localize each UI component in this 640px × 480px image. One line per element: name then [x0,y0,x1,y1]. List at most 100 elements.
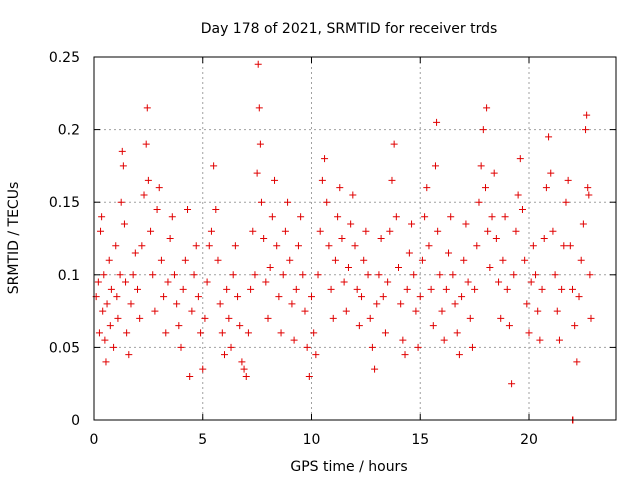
data-point [157,256,165,264]
data-point [147,227,155,235]
data-point [177,343,185,351]
data-point [464,278,472,286]
data-point [586,271,594,279]
data-point [255,104,263,112]
data-point [532,271,540,279]
data-point [94,278,102,286]
data-point [251,271,259,279]
data-point [123,329,131,337]
data-point [155,184,163,192]
data-point [98,213,106,221]
data-point [266,264,274,272]
data-point [122,278,130,286]
data-point [388,176,396,184]
data-point [118,147,126,155]
data-point [584,184,592,192]
y-tick-label: 0.2 [58,123,80,139]
data-point [542,184,550,192]
data-point [514,191,522,199]
data-point [301,307,309,315]
data-point [577,256,585,264]
data-point [303,343,311,351]
data-point [466,314,474,322]
data-point [244,329,252,337]
data-point [434,227,442,235]
data-points [92,60,595,424]
data-point [381,329,389,337]
data-point [462,220,470,228]
data-point [553,307,561,315]
data-point [331,256,339,264]
data-point [247,285,255,293]
data-point [223,285,231,293]
data-point [201,314,209,322]
data-point [120,220,128,228]
data-point [253,169,261,177]
data-point [95,329,103,337]
data-point [297,213,305,221]
data-point [329,314,337,322]
data-point [360,256,368,264]
grid-lines [94,57,616,420]
plot-frame [93,56,617,421]
data-point [205,242,213,250]
data-point [458,293,466,301]
data-point [455,351,463,359]
data-point [414,343,422,351]
data-point [492,235,500,242]
data-point [410,271,418,279]
data-point [192,242,200,250]
y-tick-label: 0.15 [49,195,80,211]
data-point [170,271,178,279]
data-point [275,293,283,301]
x-axis-ticks: 0 5 10 15 20 [90,57,538,448]
data-point [288,300,296,308]
data-point [234,293,242,301]
data-point [308,293,315,301]
data-point [475,198,483,206]
data-point [257,198,265,206]
data-point [562,198,570,206]
data-point [421,213,429,221]
data-point [102,358,110,366]
data-point [447,213,455,221]
data-point [405,249,413,257]
data-point [453,329,461,337]
data-point [227,343,235,351]
data-point [555,336,563,344]
data-point [127,300,135,308]
data-point [125,351,133,359]
data-point [395,264,402,272]
data-point [116,271,124,279]
data-point [321,155,329,163]
chart-title: Day 178 of 2021, SRMTID for receiver trd… [201,21,498,37]
y-tick-label: 0.1 [58,268,80,284]
data-point [379,293,387,301]
data-point [218,329,226,337]
data-point [210,162,218,170]
data-point [286,256,294,264]
data-point [521,256,529,264]
data-point [344,264,352,272]
data-point [545,133,553,141]
data-point [173,300,181,308]
data-point [175,322,183,330]
data-point [368,343,376,351]
data-point [112,242,120,250]
data-point [449,271,457,279]
data-point [279,271,287,279]
data-point [106,322,114,330]
data-point [440,336,448,344]
data-point [451,300,459,308]
data-point [179,285,187,293]
data-point [190,271,198,279]
data-point [353,285,361,293]
data-point [103,300,111,308]
data-point [438,307,446,315]
data-point [107,285,115,293]
data-point [327,285,335,293]
data-point [342,307,350,315]
data-point [505,322,513,330]
data-point [483,104,491,112]
